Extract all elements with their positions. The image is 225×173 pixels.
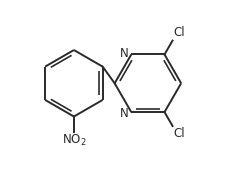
Text: NO$_2$: NO$_2$	[62, 133, 86, 148]
Text: N: N	[120, 107, 129, 120]
Text: Cl: Cl	[174, 26, 185, 39]
Text: Cl: Cl	[174, 127, 185, 140]
Text: N: N	[120, 47, 129, 60]
